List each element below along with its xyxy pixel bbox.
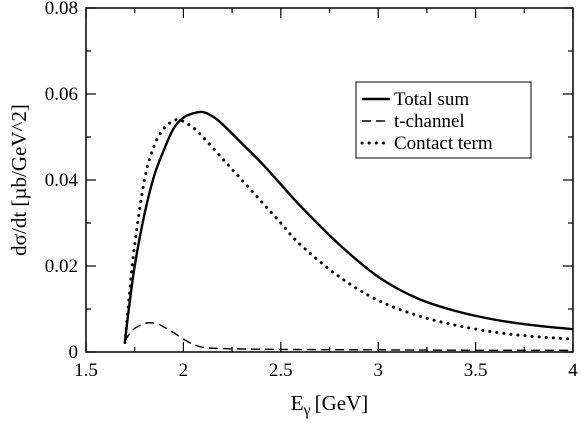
legend-entry: Total sum (394, 89, 469, 110)
legend-entry: t-channel (394, 111, 465, 132)
y-tick-label: 0 (69, 342, 79, 363)
x-tick-label: 1.5 (74, 360, 98, 381)
legend-entry: Contact term (394, 133, 493, 154)
y-tick-label: 0.06 (45, 84, 78, 105)
x-tick-label: 2.5 (269, 360, 293, 381)
x-tick-labels: 1.5 2 2.5 3 3.5 4 (74, 360, 578, 381)
y-tick-label: 0.04 (45, 170, 79, 191)
x-tick-label: 4 (568, 360, 578, 381)
y-tick-label: 0.02 (45, 256, 78, 277)
x-tick-label: 3.5 (464, 360, 488, 381)
x-axis-label: Eγ [GeV] (291, 391, 369, 419)
x-axis-label-main: E (291, 391, 304, 415)
t-channel-line (124, 322, 574, 352)
axis-ticks (85, 7, 574, 353)
total-sum-line (123, 110, 574, 342)
contact-term-line (123, 118, 575, 345)
y-tick-labels: 0 0.02 0.04 0.06 0.08 (45, 0, 79, 363)
x-axis-label-sub: γ (303, 402, 311, 419)
legend-box (355, 81, 532, 159)
x-tick-label: 2 (179, 360, 189, 381)
series-lines (123, 110, 575, 352)
x-axis-label-unit: [GeV] (315, 391, 369, 415)
x-tick-label: 3 (373, 360, 383, 381)
y-axis-label: dσ/dt [µb/GeV^2] (7, 104, 31, 256)
y-tick-label: 0.08 (45, 0, 78, 19)
